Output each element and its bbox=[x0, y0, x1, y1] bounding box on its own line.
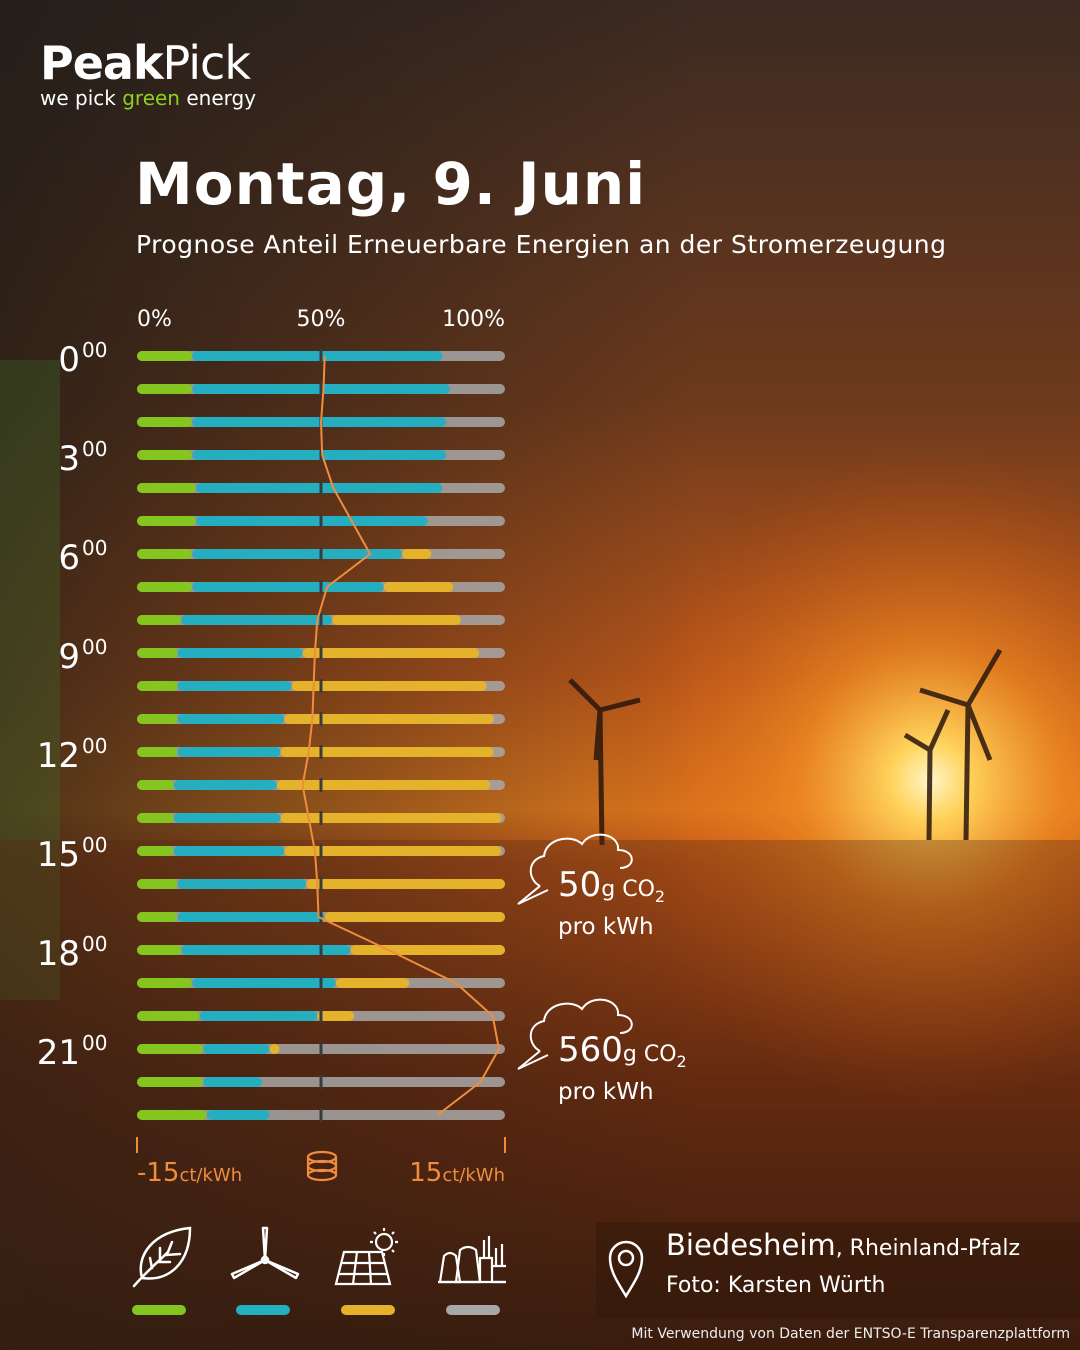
bar-row-17 bbox=[137, 910, 505, 924]
bar-row-8 bbox=[137, 613, 505, 627]
wind-turbine-icon bbox=[230, 1226, 300, 1280]
logo-tagline: we pick green energy bbox=[40, 86, 256, 110]
city-name: Biedesheim bbox=[666, 1228, 836, 1262]
bar-row-22 bbox=[137, 1075, 505, 1089]
location-city: Biedesheim, Rheinland-Pfalz bbox=[666, 1228, 1020, 1262]
coin-stack-icon bbox=[306, 1150, 338, 1182]
co2-per: pro kWh bbox=[558, 1079, 654, 1105]
bar-row-13 bbox=[137, 778, 505, 792]
bar-row-12 bbox=[137, 745, 505, 759]
hour-label-sup: 00 bbox=[82, 833, 107, 857]
co2-unit: g CO bbox=[623, 1042, 677, 1067]
legend-swatch-wind bbox=[236, 1305, 290, 1315]
chart-subtitle: Prognose Anteil Erneuerbare Energien an … bbox=[136, 230, 947, 259]
price-max-unit: ct/kWh bbox=[442, 1165, 505, 1186]
solar-panel-icon bbox=[334, 1228, 398, 1286]
cloud-icon bbox=[517, 833, 633, 905]
hour-label: 6 bbox=[58, 538, 80, 578]
leaf-icon bbox=[132, 1226, 192, 1288]
bar-row-0 bbox=[137, 349, 505, 363]
bar-row-16 bbox=[137, 877, 505, 891]
bar-row-19 bbox=[137, 976, 505, 990]
bar-row-6 bbox=[137, 547, 505, 561]
co2-value: 560g CO2 bbox=[558, 1030, 687, 1071]
price-line bbox=[301, 355, 500, 1116]
co2-value: 50g CO2 bbox=[558, 865, 665, 906]
power-plant-icon bbox=[438, 1236, 506, 1284]
co2-annotation: 560g CO2 pro kWh bbox=[517, 998, 687, 1105]
tagline-pre: we pick bbox=[40, 86, 123, 110]
hour-label-sup: 00 bbox=[82, 1031, 107, 1055]
hour-label-sup: 00 bbox=[82, 734, 107, 758]
bar-row-7 bbox=[137, 580, 505, 594]
co2-per: pro kWh bbox=[558, 914, 654, 940]
hour-label-sup: 00 bbox=[82, 437, 107, 461]
co2-annotation: 50g CO2 pro kWh bbox=[517, 833, 665, 940]
bar-row-21 bbox=[137, 1042, 505, 1056]
hour-label: 15 bbox=[37, 835, 80, 875]
co2-sub: 2 bbox=[655, 887, 665, 906]
bar-row-5 bbox=[137, 514, 505, 528]
hour-label: 21 bbox=[37, 1033, 80, 1073]
photo-credit: Foto: Karsten Würth bbox=[666, 1273, 886, 1298]
x-tick-label: 50% bbox=[297, 307, 346, 332]
location-pin-icon bbox=[608, 1240, 644, 1299]
logo: PeakPick we pick green energy bbox=[40, 38, 256, 110]
bar-row-11 bbox=[137, 712, 505, 726]
bar-row-23 bbox=[137, 1108, 505, 1122]
hour-label: 0 bbox=[58, 340, 80, 380]
tagline-post: energy bbox=[179, 86, 257, 110]
location-panel bbox=[596, 1222, 1080, 1318]
x-tick-label: 100% bbox=[442, 307, 505, 332]
hour-label: 12 bbox=[37, 736, 80, 776]
logo-wordmark: PeakPick bbox=[40, 38, 256, 88]
logo-peak: Peak bbox=[40, 36, 164, 90]
legend-swatch-solar bbox=[341, 1305, 395, 1315]
hour-label: 3 bbox=[58, 439, 80, 479]
bar-row-3 bbox=[137, 448, 505, 462]
bar-row-4 bbox=[137, 481, 505, 495]
co2-unit: g CO bbox=[601, 877, 655, 902]
hour-label: 9 bbox=[58, 637, 80, 677]
page-title: Montag, 9. Juni bbox=[135, 150, 647, 218]
tagline-green: green bbox=[122, 86, 180, 110]
x-tick-label: 0% bbox=[137, 307, 172, 332]
bar-row-10 bbox=[137, 679, 505, 693]
hour-label-sup: 00 bbox=[82, 635, 107, 659]
data-source-note: Mit Verwendung von Daten der ENTSO-E Tra… bbox=[631, 1326, 1070, 1342]
legend-swatch-biomass bbox=[132, 1305, 186, 1315]
co2-sub: 2 bbox=[677, 1052, 687, 1071]
price-min-label: -15ct/kWh bbox=[137, 1158, 242, 1188]
hour-label: 18 bbox=[37, 934, 80, 974]
logo-pick: Pick bbox=[162, 36, 251, 90]
bar-row-9 bbox=[137, 646, 505, 660]
bar-row-18 bbox=[137, 943, 505, 957]
bar-row-20 bbox=[137, 1009, 505, 1023]
price-min-unit: ct/kWh bbox=[179, 1165, 242, 1186]
hour-label-sup: 00 bbox=[82, 338, 107, 362]
legend-swatch-conventional bbox=[446, 1305, 500, 1315]
bar-row-14 bbox=[137, 811, 505, 825]
cloud-icon bbox=[517, 998, 633, 1070]
bar-row-15 bbox=[137, 844, 505, 858]
hour-label-sup: 00 bbox=[82, 536, 107, 560]
hour-label-sup: 00 bbox=[82, 932, 107, 956]
region-name: , Rheinland-Pfalz bbox=[835, 1236, 1021, 1261]
price-max-label: 15ct/kWh bbox=[409, 1158, 505, 1188]
bar-row-1 bbox=[137, 382, 505, 396]
